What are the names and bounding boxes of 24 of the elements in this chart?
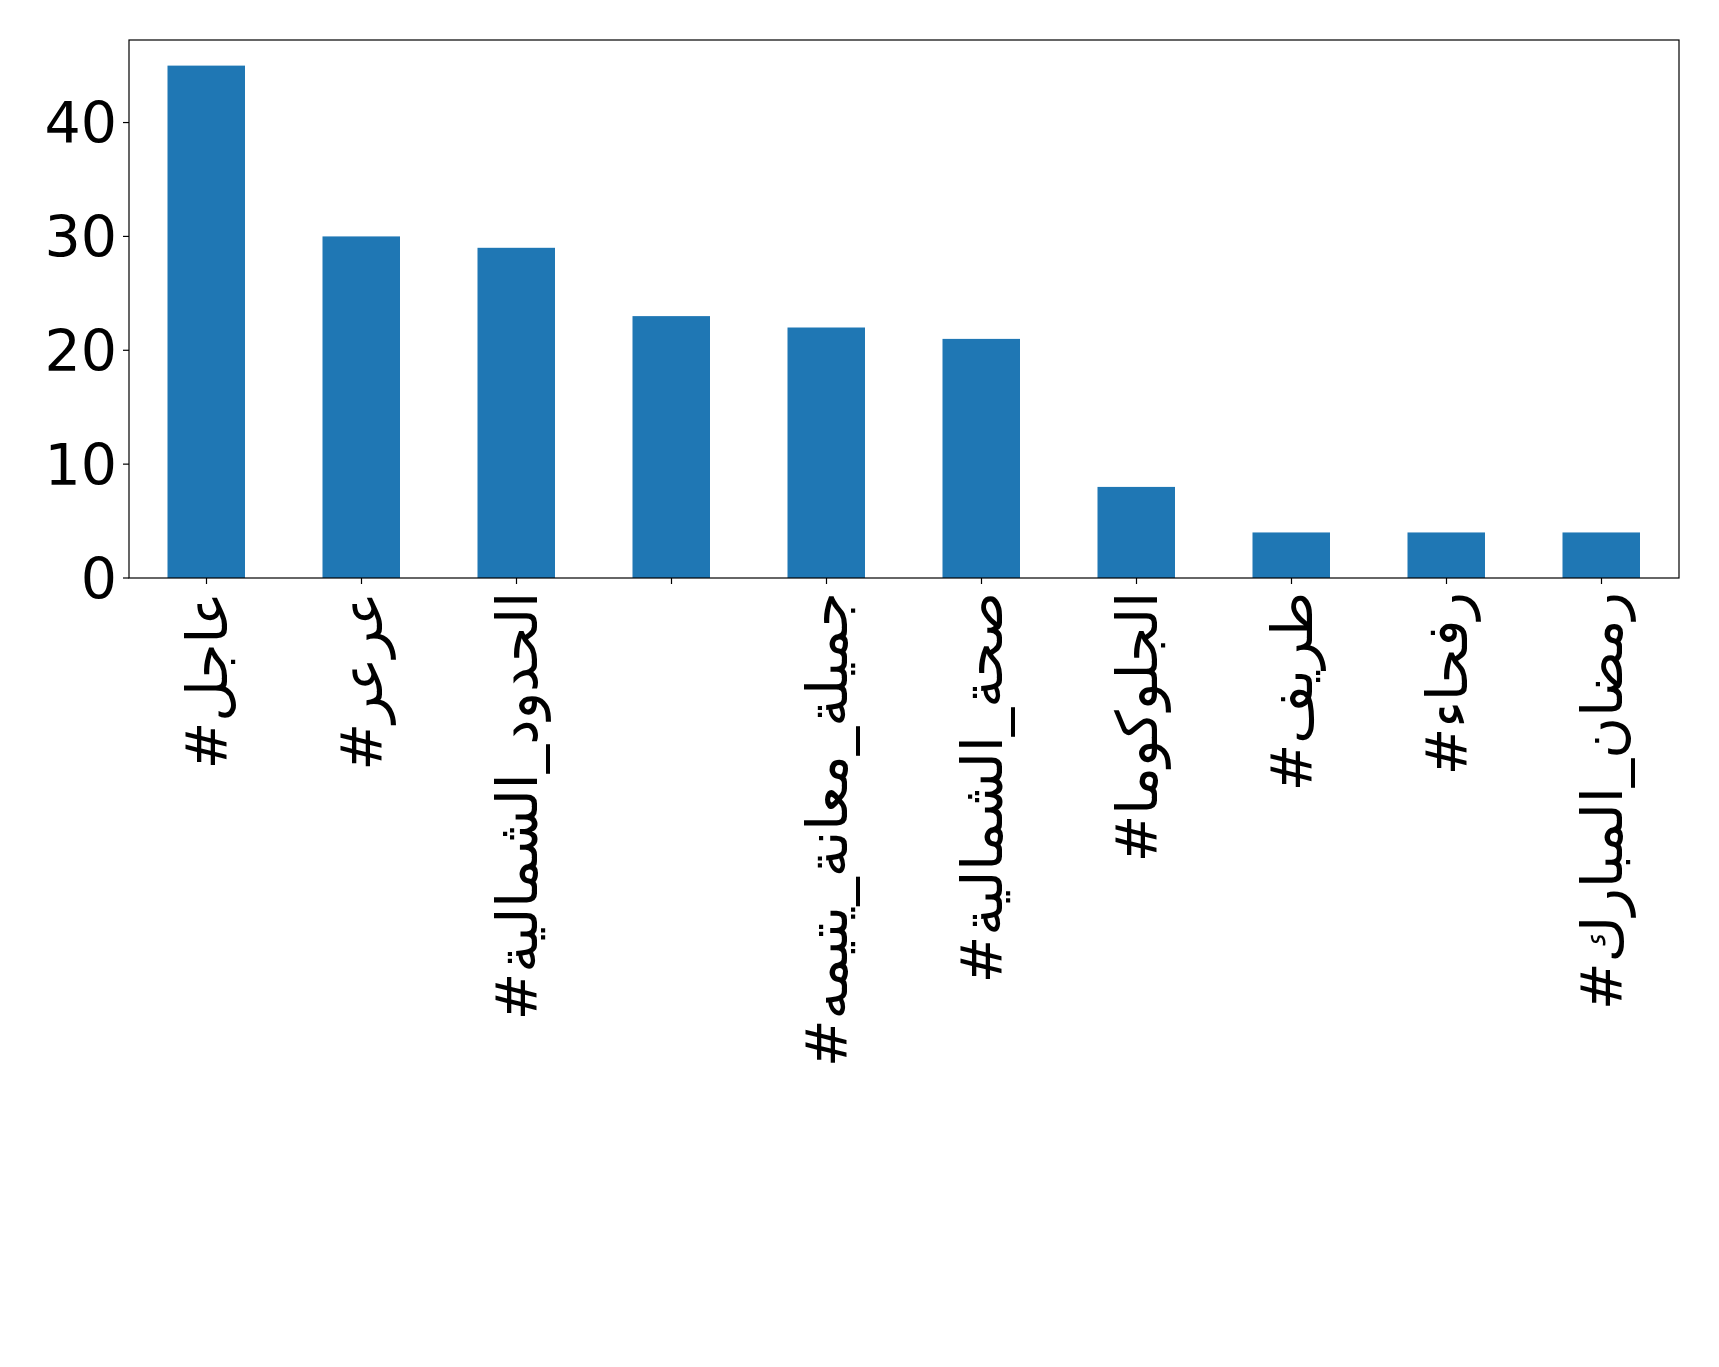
bar <box>477 247 555 578</box>
bar <box>1097 486 1175 578</box>
x-tick-label: #صحة_الشمالية <box>949 592 1016 984</box>
bar <box>167 65 245 578</box>
x-tick-label: #الجلوكوما <box>1104 592 1172 863</box>
y-tick-label: 40 <box>44 90 117 157</box>
x-tick-label: #عرعر <box>329 592 397 771</box>
bar <box>1252 532 1330 578</box>
bar <box>942 338 1020 578</box>
bar <box>1562 532 1640 578</box>
bar <box>632 316 710 578</box>
x-tick-label: #عاجل <box>174 592 241 770</box>
y-tick-label: 0 <box>80 545 117 612</box>
bar <box>322 236 400 578</box>
y-tick-label: 10 <box>44 431 117 498</box>
y-tick-label: 30 <box>44 203 117 270</box>
y-tick-label: 20 <box>44 317 117 384</box>
x-tick-label: #الحدود_الشمالية <box>484 592 552 1021</box>
x-tick-label: #رفحاء <box>1414 592 1482 776</box>
x-tick-label: #رمضان_المبارك <box>1569 592 1637 1011</box>
x-tick-label: #جميلة_معانة_يتيمه <box>794 592 861 1068</box>
bar <box>1407 532 1485 578</box>
bar <box>787 327 865 578</box>
x-tick-label: #طريف <box>1259 592 1327 792</box>
